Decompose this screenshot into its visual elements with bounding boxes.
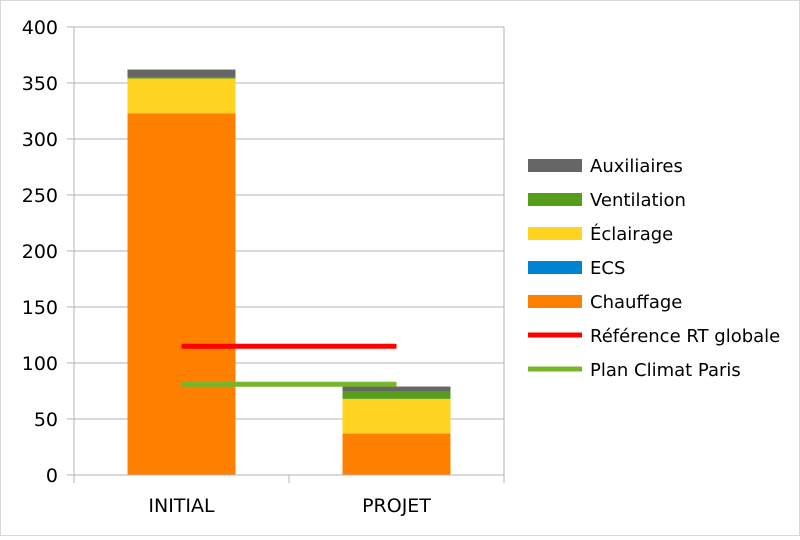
legend-swatch bbox=[528, 261, 582, 274]
bar-segment-chauffage bbox=[127, 113, 236, 476]
legend-label: ECS bbox=[590, 258, 625, 279]
x-tick-label: PROJET bbox=[362, 495, 431, 517]
bars bbox=[127, 69, 451, 476]
axes: 0 50 100 150 200 250 300 350 400 INITIAL PROJET bbox=[22, 17, 505, 517]
legend-swatch bbox=[528, 159, 582, 172]
legend-label: Chauffage bbox=[590, 292, 682, 313]
y-tick-label: 300 bbox=[22, 129, 58, 151]
bar-segment-ventilation bbox=[127, 77, 236, 79]
y-tick-label: 200 bbox=[22, 241, 58, 263]
bar-segment-ventilation bbox=[342, 391, 451, 399]
legend-label: Auxiliaires bbox=[590, 156, 683, 177]
bar-segment-auxiliaires bbox=[342, 386, 451, 391]
legend-label: Ventilation bbox=[590, 190, 686, 211]
y-tick-label: 250 bbox=[22, 185, 58, 207]
bar-segment--clairage bbox=[342, 398, 451, 434]
legend-label: Éclairage bbox=[590, 223, 673, 245]
bar-segment-auxiliaires bbox=[127, 69, 236, 78]
bar-segment-chauffage bbox=[342, 433, 451, 475]
legend-swatch bbox=[528, 295, 582, 308]
y-tick-label: 100 bbox=[22, 353, 58, 375]
y-tick-label: 150 bbox=[22, 297, 58, 319]
bar-segment--clairage bbox=[127, 78, 236, 114]
legend-label: Plan Climat Paris bbox=[590, 360, 741, 381]
legend-swatch bbox=[528, 193, 582, 206]
reference-lines bbox=[181, 343, 397, 387]
y-tick-label: 0 bbox=[46, 465, 58, 487]
legend-swatch bbox=[528, 227, 582, 240]
legend: Auxiliaires Ventilation Éclairage ECS Chauff… bbox=[528, 156, 780, 381]
legend-label: Référence RT globale bbox=[590, 326, 780, 347]
x-tick-label: INITIAL bbox=[148, 495, 215, 517]
y-tick-label: 50 bbox=[34, 409, 58, 431]
y-tick-label: 400 bbox=[22, 17, 58, 39]
y-tick-label: 350 bbox=[22, 73, 58, 95]
